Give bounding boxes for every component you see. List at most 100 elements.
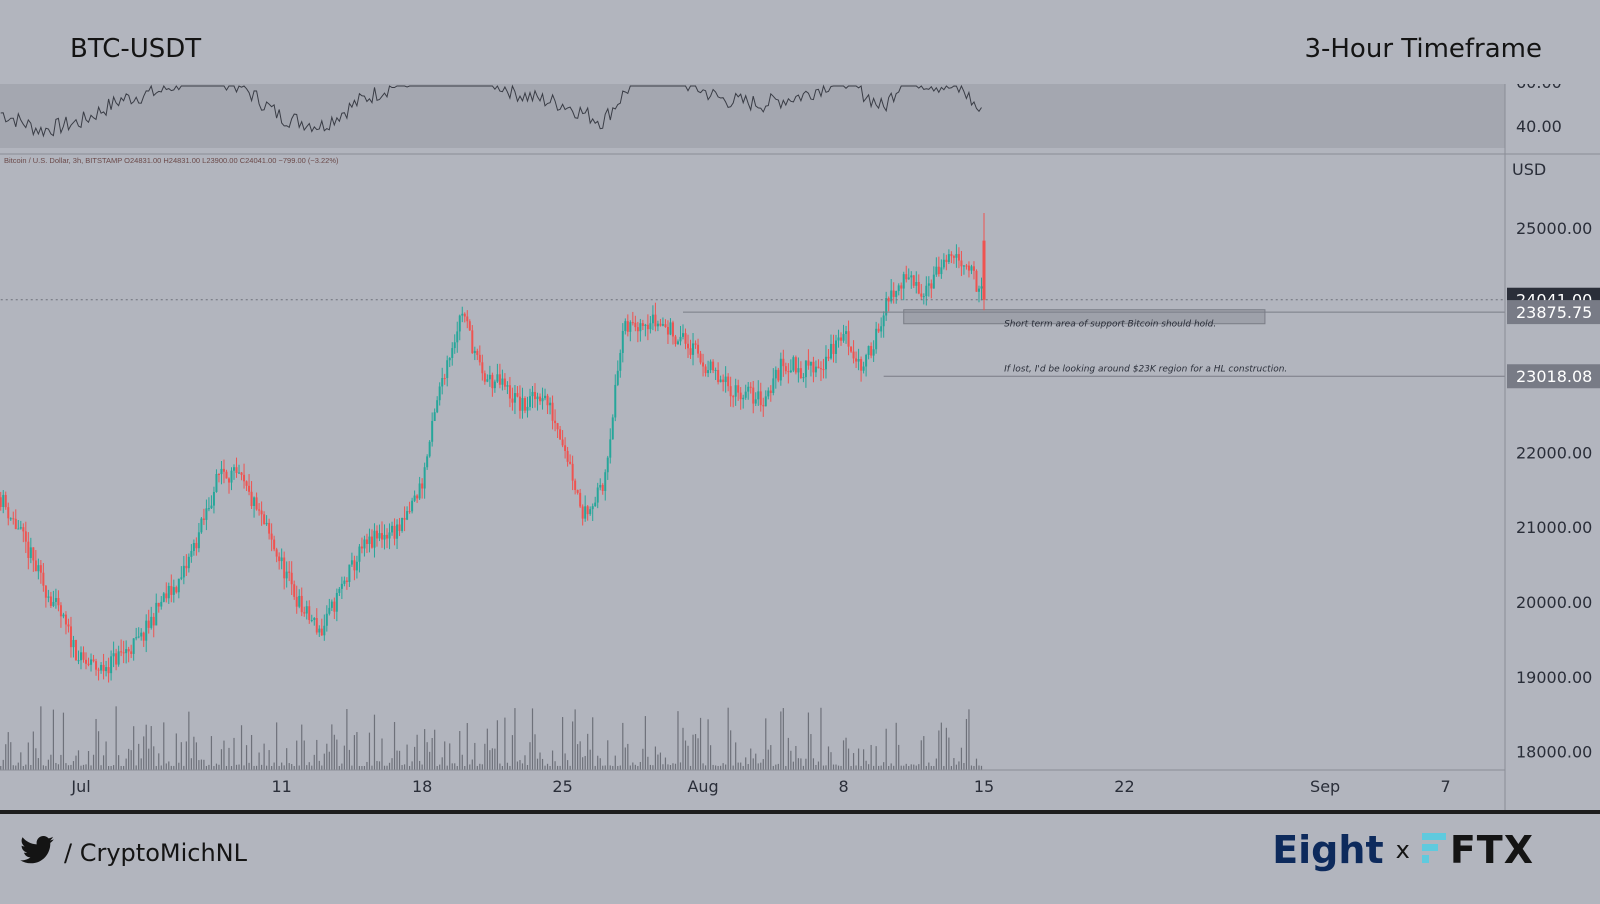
candle-body xyxy=(697,344,700,354)
candle-body xyxy=(802,377,805,379)
candle-body xyxy=(147,620,150,628)
volume-bar xyxy=(725,764,727,770)
volume-bar xyxy=(148,748,150,770)
volume-bar xyxy=(955,764,958,770)
candle-body xyxy=(97,669,100,671)
volume-bar xyxy=(178,762,180,770)
volume-bar xyxy=(642,748,644,770)
candle-body xyxy=(930,283,933,289)
candle-body xyxy=(809,361,812,366)
candle-body xyxy=(902,274,905,289)
candle-body xyxy=(64,614,67,625)
candle-body xyxy=(742,397,745,400)
candle-body xyxy=(609,439,612,458)
candle-body xyxy=(955,254,958,258)
candle-body xyxy=(215,473,218,492)
annotations: Short term area of support Bitcoin shoul… xyxy=(1004,320,1287,375)
candle-body xyxy=(120,651,123,653)
candle-body xyxy=(965,265,968,267)
candle-body xyxy=(350,560,353,565)
volume-bar xyxy=(549,765,551,770)
volume-bar xyxy=(970,765,973,770)
volume-bar xyxy=(386,765,388,770)
volume-bar xyxy=(521,763,524,770)
volume-bar xyxy=(609,765,611,770)
volume-bar xyxy=(694,734,697,770)
candle-body xyxy=(471,330,474,354)
volume-bar xyxy=(288,763,290,770)
candle-body xyxy=(220,468,223,475)
volume-bar xyxy=(632,762,634,770)
volume-bar xyxy=(880,765,882,770)
volume-bar xyxy=(363,765,366,770)
candle-body xyxy=(784,366,787,372)
price-chart[interactable]: 60.00 40.00 Bitcoin / U.S. Dollar, 3h, BI… xyxy=(0,84,1600,810)
candle-body xyxy=(391,525,394,533)
twitter-handle[interactable]: / CryptoMichNL xyxy=(20,836,247,870)
candle-body xyxy=(340,583,343,589)
candle-body xyxy=(44,585,47,598)
candle-body xyxy=(446,360,449,379)
time-axis[interactable]: Jul 11 18 25 Aug 8 15 22 Sep 7 xyxy=(70,777,1450,796)
volume-bar xyxy=(266,765,268,770)
price-axis[interactable]: 25000.00 22000.00 21000.00 20000.00 19000.00… xyxy=(1516,219,1592,762)
volume-bar xyxy=(52,709,55,770)
volume-bar xyxy=(797,758,799,770)
volume-bar xyxy=(225,765,228,770)
volume-bar xyxy=(536,758,539,770)
candle-body xyxy=(787,371,790,373)
volume-bar xyxy=(747,763,749,770)
volume-bar xyxy=(855,765,857,770)
volume-bar xyxy=(40,706,42,770)
candle-body xyxy=(47,596,50,598)
candle-body xyxy=(398,524,401,531)
candle-body xyxy=(451,348,454,358)
candle-body xyxy=(764,396,767,407)
volume-bar xyxy=(511,735,514,770)
volume-bar xyxy=(572,721,574,770)
candle-body xyxy=(922,296,925,298)
candle-body xyxy=(145,620,148,641)
volume-bar xyxy=(276,722,278,770)
candle-body xyxy=(744,391,747,398)
candle-body xyxy=(132,638,135,654)
candle-body xyxy=(396,524,399,539)
volume-bar xyxy=(306,765,308,770)
volume-bar xyxy=(323,753,325,770)
volume-bar xyxy=(870,744,872,770)
candle-body xyxy=(872,349,875,356)
candle-body xyxy=(388,532,391,539)
candle-body xyxy=(466,316,469,322)
candle-body xyxy=(641,323,644,326)
volume-bar xyxy=(27,742,29,770)
candle-body xyxy=(345,580,348,582)
timeframe-title: 3-Hour Timeframe xyxy=(1304,34,1542,64)
candle-body xyxy=(300,595,303,613)
candle-body xyxy=(313,618,316,620)
volume-bar xyxy=(45,765,47,770)
candle-body xyxy=(621,331,624,353)
y-tick-label: 25000.00 xyxy=(1516,219,1592,238)
volume-bar xyxy=(47,759,49,770)
volume-bar xyxy=(597,755,599,770)
volume-bar xyxy=(820,707,822,770)
volume-bar xyxy=(649,764,651,770)
candle-body xyxy=(34,560,37,572)
candle-body xyxy=(925,285,928,297)
volume-bar xyxy=(293,765,295,770)
candle-body xyxy=(646,324,649,330)
candle-body xyxy=(656,323,659,327)
volume-bar xyxy=(910,764,912,770)
candle-body xyxy=(832,343,835,354)
volume-bar xyxy=(684,740,687,770)
candle-body xyxy=(378,533,381,539)
candle-body xyxy=(438,386,441,401)
volume-bar xyxy=(767,749,769,770)
volume-bar xyxy=(118,755,120,770)
volume-bar xyxy=(702,763,704,770)
candle-body xyxy=(285,571,288,579)
candle-body xyxy=(95,661,98,670)
candle-body xyxy=(4,494,7,508)
candle-body xyxy=(772,378,775,393)
candle-body xyxy=(230,470,233,483)
